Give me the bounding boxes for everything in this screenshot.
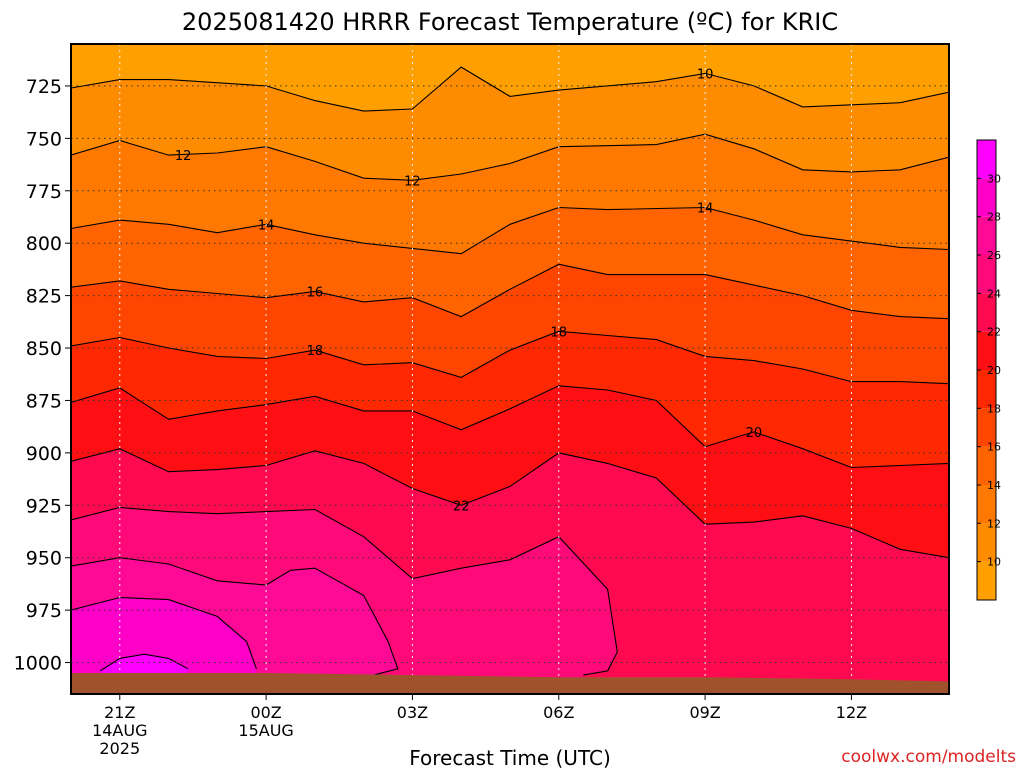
ground-surface — [71, 673, 949, 694]
y-tick-label: 775 — [26, 181, 62, 203]
contour-label: 14 — [258, 218, 275, 233]
x-tick-sublabel: 2025 — [99, 739, 140, 758]
colorbar-label: 18 — [987, 402, 1001, 415]
contour-label: 18 — [551, 325, 568, 340]
colorbar-label: 26 — [987, 249, 1001, 262]
contour-label: 12 — [175, 149, 192, 164]
x-tick-label: 06Z — [543, 703, 574, 722]
colorbar-bin — [977, 523, 996, 562]
contour-label: 16 — [307, 285, 324, 300]
colorbar-bin — [977, 561, 996, 600]
contour-line-28 — [71, 596, 257, 669]
contour-label: 18 — [307, 344, 324, 359]
contour-line-22 — [71, 448, 949, 559]
colorbar-bin — [977, 140, 996, 179]
y-tick-label: 950 — [26, 548, 62, 570]
contour-line-10 — [71, 66, 949, 112]
colorbar-label: 20 — [987, 364, 1001, 377]
x-tick-label: 12Z — [836, 703, 867, 722]
colorbar-bin — [977, 216, 996, 255]
x-tick-label: 03Z — [397, 703, 428, 722]
colorbar-bin — [977, 293, 996, 332]
y-tick-label: 750 — [26, 128, 62, 150]
plot-frame — [70, 43, 950, 695]
contour-line-18 — [71, 330, 949, 385]
contour-line-30 — [100, 653, 189, 672]
y-tick-label: 800 — [26, 233, 62, 255]
colorbar-label: 16 — [987, 441, 1001, 454]
contour-label: 20 — [746, 426, 763, 441]
x-tick-label: 09Z — [689, 703, 720, 722]
x-axis-label: Forecast Time (UTC) — [409, 746, 611, 768]
colorbar-bin — [977, 408, 996, 447]
contour-label: 14 — [697, 202, 714, 217]
y-tick-label: 725 — [26, 76, 62, 98]
colorbar-bin — [977, 255, 996, 294]
x-tick-label: 00Z — [250, 703, 281, 722]
x-tick-sublabel: 15AUG — [238, 721, 293, 740]
contour-line-26 — [71, 557, 399, 676]
colorbar-label: 22 — [987, 326, 1001, 339]
credit-text: coolwx.com/modelts — [841, 747, 1016, 767]
y-tick-label: 925 — [26, 495, 62, 517]
colorbar-label: 24 — [987, 287, 1001, 300]
colorbar-bin — [977, 331, 996, 370]
colorbar-bin — [977, 370, 996, 409]
chart-title: 2025081420 HRRR Forecast Temperature (ºC… — [182, 8, 838, 36]
colorbar-label: 12 — [987, 517, 1001, 530]
y-tick-label: 1000 — [14, 653, 62, 675]
contour-line-12 — [71, 133, 949, 181]
contour-label: 10 — [697, 67, 714, 82]
contour-label: 12 — [404, 174, 421, 189]
contour-label: 22 — [453, 499, 470, 514]
x-tick-label: 21Z — [104, 703, 135, 722]
y-tick-label: 975 — [26, 600, 62, 622]
contour-line-20 — [71, 385, 949, 469]
y-tick-label: 875 — [26, 390, 62, 412]
axes: 725 750 775 800 825 850 875 900 925 950 975 1000 21Z… — [14, 43, 950, 758]
colorbar-label: 28 — [987, 211, 1001, 224]
colorbar-bin — [977, 446, 996, 485]
colorbar-label: 30 — [987, 172, 1001, 185]
colorbar-legend: 10 12 14 16 18 20 22 24 26 28 30 — [976, 139, 1001, 601]
contour-line-14 — [71, 206, 949, 255]
y-tick-label: 850 — [26, 338, 62, 360]
x-tick-sublabel: 14AUG — [92, 721, 147, 740]
colorbar-bin — [977, 178, 996, 217]
colorbar-label: 10 — [987, 556, 1001, 569]
plot-area: 10 12 12 14 14 16 18 18 20 22 — [71, 44, 949, 694]
y-tick-label: 900 — [26, 443, 62, 465]
colorbar-label: 14 — [987, 479, 1001, 492]
y-tick-label: 825 — [26, 286, 62, 308]
contour-line-16 — [71, 263, 949, 320]
colorbar-bin — [977, 485, 996, 524]
